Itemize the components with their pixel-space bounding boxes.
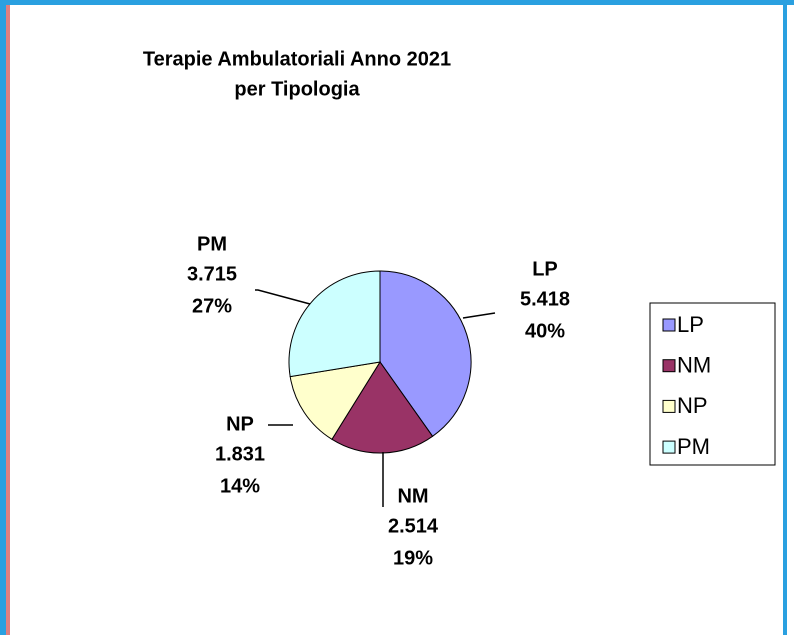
legend-swatch: [662, 440, 676, 454]
percent-label: 27%: [192, 295, 232, 317]
leader-line: [462, 312, 496, 319]
chart-title: Terapie Ambulatoriali Anno 2021: [143, 48, 451, 70]
frame-left-inner: [6, 0, 10, 635]
percent-label: 40%: [525, 320, 565, 342]
category-label: NM: [397, 485, 428, 507]
value-label: 1.831: [215, 443, 265, 465]
legend-swatch: [662, 318, 676, 332]
pie-slice: [379, 270, 472, 437]
legend-label: NM: [677, 353, 711, 378]
legend-label: PM: [677, 434, 710, 459]
pie-slice: [288, 270, 381, 378]
legend-swatch: [662, 399, 676, 413]
frame-top: [0, 0, 794, 5]
category-label: PM: [197, 233, 227, 255]
frame-right: [783, 0, 787, 635]
value-label: 2.514: [388, 515, 439, 537]
legend-label: NP: [677, 393, 708, 418]
category-label: LP: [532, 258, 558, 280]
pie-slice: [289, 361, 382, 440]
legend-label: LP: [677, 312, 704, 337]
leader-line: [255, 289, 311, 305]
value-label: 3.715: [187, 263, 237, 285]
chart-title: per Tipologia: [234, 78, 360, 100]
percent-label: 14%: [220, 475, 260, 497]
category-label: NP: [226, 413, 254, 435]
value-label: 5.418: [520, 288, 570, 310]
frame-left: [0, 0, 6, 635]
legend-swatch: [662, 359, 676, 373]
percent-label: 19%: [393, 547, 433, 569]
